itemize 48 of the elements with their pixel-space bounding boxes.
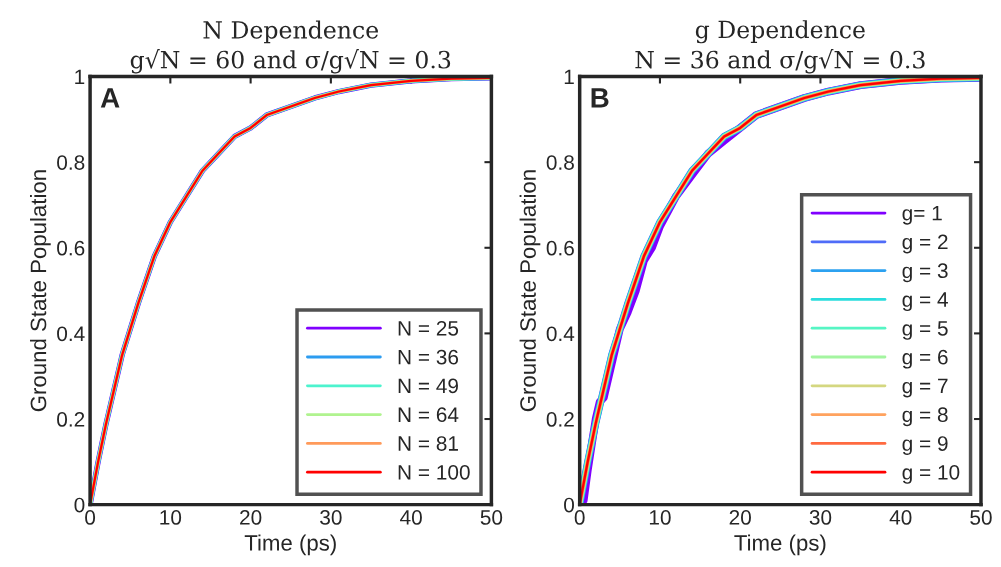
x-tick-label: 20: [729, 510, 751, 525]
legend-label: g = 7: [902, 378, 948, 398]
y-tick-label: 0.4: [546, 326, 575, 342]
y-axis-title: Ground State Population: [519, 170, 541, 412]
legend-label: N = 64: [398, 407, 459, 423]
y-tick-label: 0.6: [57, 240, 85, 256]
legend-label: g= 1: [902, 205, 942, 225]
x-tick-label: 50: [480, 510, 503, 525]
legend-label: g = 2: [902, 234, 948, 254]
x-tick-label: 10: [649, 510, 671, 525]
y-tick-label: 0: [74, 497, 85, 513]
x-tick-label: 30: [320, 510, 342, 525]
legend-label: N = 100: [398, 464, 470, 480]
y-tick-label: 0.8: [546, 155, 574, 170]
annotation: A: [100, 88, 120, 108]
legend-label: g = 10: [902, 464, 960, 484]
chart-title: N Dependence g√N = 60 and σ/g√N = 0.3: [130, 20, 451, 74]
chart-title: g Dependence N = 36 and σ/g√N = 0.3: [635, 20, 925, 74]
legend-label: g = 8: [902, 407, 948, 427]
x-axis-title: Time (ps): [244, 534, 336, 556]
legend-label: g = 6: [902, 349, 948, 369]
y-tick-label: 0.2: [57, 412, 85, 427]
y-tick-label: 0.8: [57, 155, 85, 170]
x-tick-label: 40: [889, 510, 912, 525]
legend-label: g = 3: [902, 263, 948, 283]
legend-label: g = 9: [902, 436, 948, 455]
y-tick-label: 1: [75, 69, 85, 85]
legend-label: g = 4: [902, 292, 948, 312]
x-tick-label: 0: [85, 510, 96, 525]
x-tick-label: 10: [160, 510, 182, 525]
x-tick-label: 30: [809, 510, 832, 525]
y-tick-label: 1: [564, 69, 574, 85]
legend-label: N = 81: [398, 436, 458, 451]
x-tick-label: 20: [240, 510, 262, 525]
annotation: B: [591, 88, 609, 108]
y-tick-label: 0.6: [546, 240, 574, 256]
x-axis-title: Time (ps): [734, 534, 826, 556]
x-tick-label: 0: [574, 510, 585, 525]
legend-label: g = 5: [902, 321, 948, 340]
legend-label: N = 49: [398, 378, 458, 394]
y-tick-label: 0.4: [57, 326, 85, 342]
y-axis-title: Ground State Population: [30, 170, 51, 412]
x-tick-label: 40: [400, 510, 422, 525]
y-tick-label: 0.2: [546, 412, 574, 427]
legend-label: N = 25: [398, 320, 459, 336]
legend-label: N = 36: [398, 349, 459, 365]
y-tick-label: 0: [564, 497, 574, 513]
x-tick-label: 50: [970, 510, 992, 525]
